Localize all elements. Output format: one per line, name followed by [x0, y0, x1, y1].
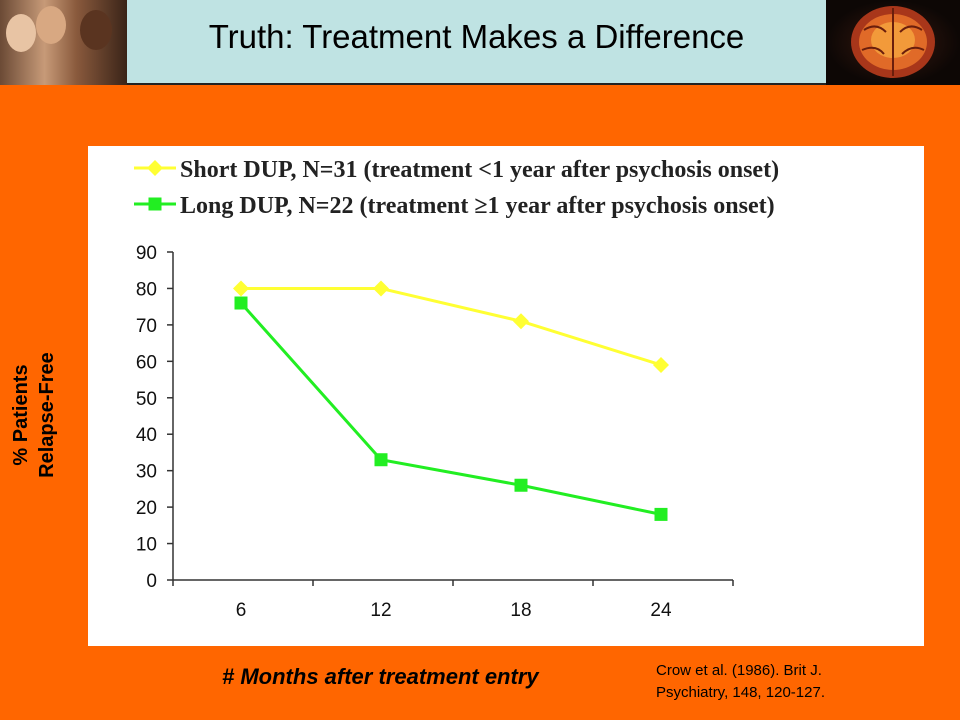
- series-point: [374, 453, 388, 467]
- y-axis-label: % Patients Relapse-Free: [8, 330, 68, 500]
- y-axis-label-line1: % Patients: [10, 364, 32, 466]
- legend-swatch-marker: [148, 197, 162, 211]
- y-tick-label: 50: [136, 389, 157, 410]
- legend-swatch-marker: [147, 160, 163, 176]
- y-tick-label: 90: [136, 243, 157, 264]
- series-point: [514, 478, 528, 492]
- y-tick-label: 60: [136, 352, 157, 373]
- legend-label: Long DUP, N=22 (treatment ≥1 year after …: [180, 193, 775, 219]
- slide-header: Truth: Treatment Makes a Difference: [0, 0, 960, 85]
- series-point: [234, 296, 248, 310]
- x-tick-label: 12: [370, 600, 391, 621]
- citation-line2: Psychiatry, 148, 120-127.: [656, 684, 825, 701]
- y-tick-label: 30: [136, 462, 157, 483]
- legend-label: Short DUP, N=31 (treatment <1 year after…: [180, 157, 779, 183]
- x-tick-label: 24: [650, 600, 672, 621]
- series-point: [373, 280, 389, 297]
- series-point: [653, 356, 669, 373]
- series-point: [654, 507, 668, 521]
- x-axis-label: # Months after treatment entry: [222, 664, 539, 689]
- group-photo-icon: [0, 0, 127, 85]
- title-box: Truth: Treatment Makes a Difference: [127, 0, 826, 85]
- chart-series: [233, 280, 669, 521]
- y-tick-label: 20: [136, 498, 157, 519]
- chart-legend: Short DUP, N=31 (treatment <1 year after…: [134, 157, 779, 219]
- series-line: [239, 302, 662, 516]
- series-point: [513, 313, 529, 330]
- y-tick-label: 80: [136, 279, 157, 300]
- citation-line1: Crow et al. (1986). Brit J.: [656, 662, 822, 679]
- y-tick-label: 70: [136, 316, 157, 337]
- x-tick-label: 6: [236, 600, 247, 621]
- x-tick-label: 18: [510, 600, 531, 621]
- chart-panel: Short DUP, N=31 (treatment <1 year after…: [88, 146, 924, 646]
- brain-icon: [826, 0, 960, 85]
- line-chart: Short DUP, N=31 (treatment <1 year after…: [134, 157, 779, 621]
- slide-title: Truth: Treatment Makes a Difference: [208, 18, 745, 55]
- y-tick-label: 0: [146, 571, 157, 592]
- series-point: [233, 280, 249, 297]
- chart-axes: 0 10 20 30 40 50 60 70 80 90 6 12 18 24: [136, 243, 734, 621]
- y-tick-label: 40: [136, 425, 157, 446]
- y-axis-label-line2: Relapse-Free: [36, 352, 58, 478]
- series-line: [241, 286, 662, 367]
- citation: Crow et al. (1986). Brit J. Psychiatry, …: [656, 660, 825, 704]
- y-tick-label: 10: [136, 535, 157, 556]
